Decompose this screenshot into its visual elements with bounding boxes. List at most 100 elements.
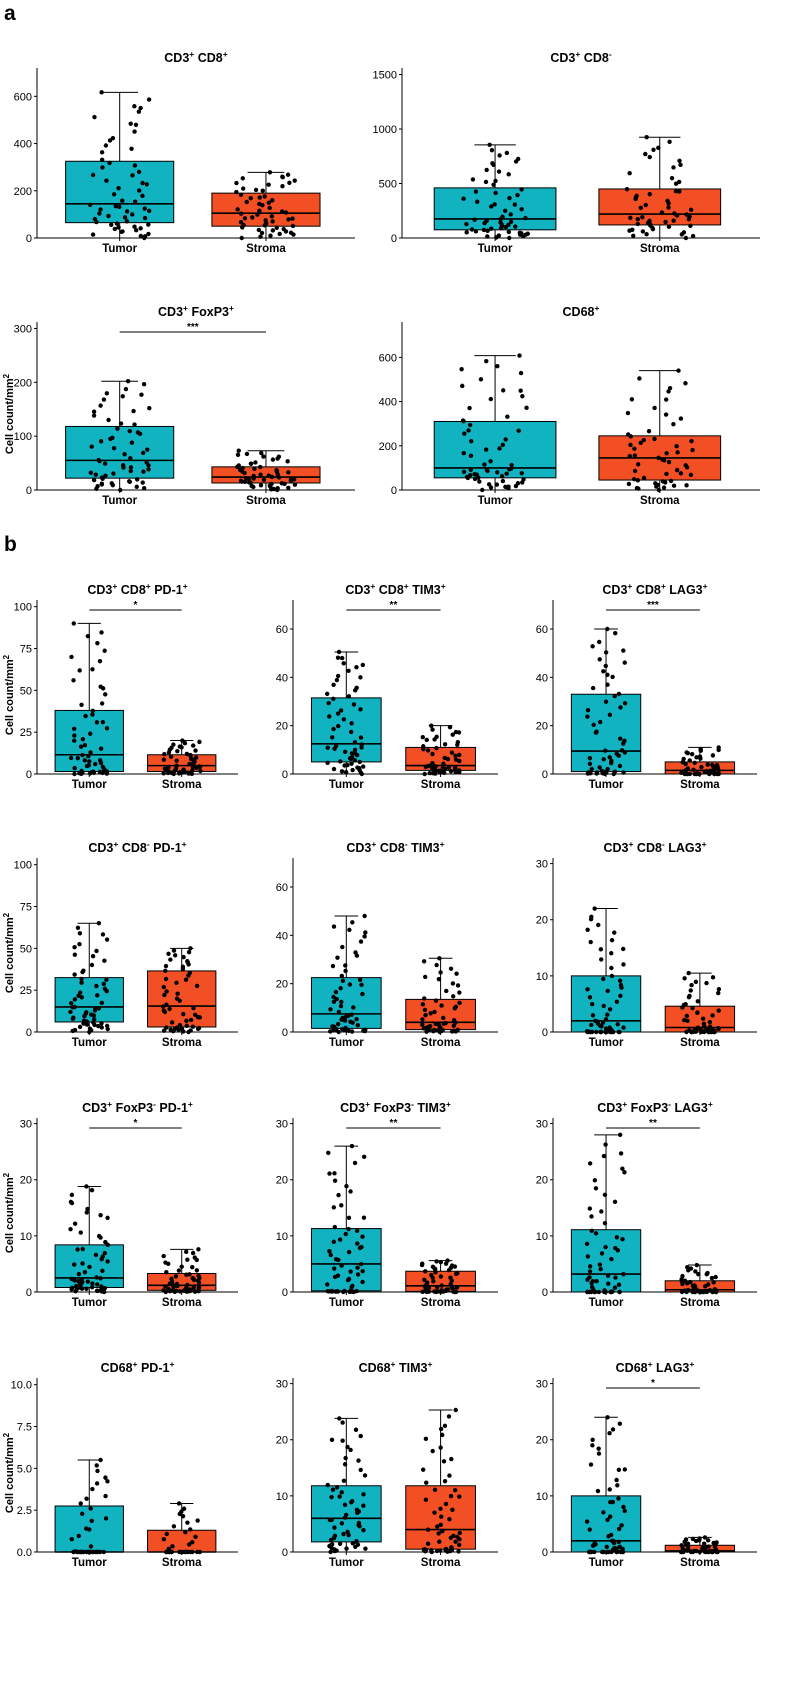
data-point (329, 1542, 335, 1547)
box-tumor (65, 379, 175, 493)
boxplot-b1: CD3+ CD8+ PD-1+ 0 25 50 75 100 Cell count/mm2 T… (2, 581, 238, 791)
data-point (355, 1272, 361, 1277)
data-point (285, 459, 290, 464)
data-point (608, 1514, 613, 1519)
data-point (183, 977, 189, 982)
data-point (72, 1004, 77, 1010)
data-point (325, 1288, 331, 1294)
data-point (587, 761, 593, 766)
x-tick-label-tumor: Tumor (589, 1297, 624, 1309)
data-point (290, 223, 296, 229)
data-point (601, 669, 606, 674)
data-point (683, 381, 688, 386)
data-point (72, 771, 77, 777)
data-point (435, 1289, 440, 1294)
box-tumor (310, 913, 382, 1035)
data-point (607, 712, 613, 717)
data-point (610, 674, 615, 680)
data-point (104, 1023, 110, 1029)
y-tick-label: 10 (536, 1231, 548, 1243)
data-point (236, 463, 241, 468)
data-point (109, 222, 114, 228)
panel-label-b: b (4, 533, 17, 556)
data-point (697, 1536, 702, 1541)
boxplot-b4: CD3+ CD8- PD-1+ 0 25 50 75 100 Cell count/mm2 T… (2, 839, 238, 1049)
data-point (188, 752, 193, 758)
data-point (354, 685, 359, 690)
data-point (592, 906, 597, 911)
data-point (105, 1479, 110, 1484)
data-point (598, 1266, 603, 1272)
data-point (100, 1254, 105, 1259)
data-point (269, 214, 275, 219)
data-point (90, 667, 95, 672)
data-point (330, 735, 335, 740)
data-point (133, 227, 139, 233)
data-point (335, 1021, 341, 1027)
data-point (664, 451, 669, 456)
x-tick-label-stroma: Stroma (421, 1037, 461, 1049)
y-tick-label: 10 (276, 1491, 288, 1503)
data-point (453, 1407, 458, 1413)
data-point (92, 114, 97, 120)
data-point (129, 146, 134, 151)
data-point (325, 691, 330, 697)
data-point (239, 235, 244, 241)
data-point (96, 921, 102, 926)
box-stroma (405, 723, 476, 777)
data-point (590, 1437, 595, 1442)
data-point (115, 426, 120, 431)
x-tick-label-stroma: Stroma (421, 1557, 461, 1569)
data-point (712, 1287, 718, 1292)
data-point (420, 1467, 426, 1472)
data-point (194, 1268, 200, 1273)
data-point (700, 1016, 706, 1021)
data-point (354, 1228, 360, 1234)
data-point (99, 481, 105, 486)
data-point (601, 1153, 607, 1159)
data-point (100, 165, 105, 170)
data-point (585, 707, 591, 713)
data-point (485, 228, 490, 233)
data-point (87, 759, 92, 764)
data-point (184, 1023, 189, 1028)
data-point (643, 202, 648, 208)
data-point (439, 1514, 444, 1519)
data-point (428, 1011, 433, 1016)
data-point (706, 1282, 711, 1287)
data-point (430, 727, 435, 732)
data-point (509, 466, 514, 471)
box-iqr (405, 746, 476, 771)
data-point (146, 222, 151, 227)
data-point (106, 213, 111, 219)
data-point (342, 1502, 348, 1508)
data-point (420, 734, 425, 740)
data-point (84, 1010, 89, 1015)
data-point (340, 1438, 345, 1443)
data-point (98, 1276, 103, 1281)
data-point (434, 1259, 439, 1264)
data-point (609, 758, 614, 764)
data-point (620, 1237, 625, 1242)
data-point (609, 1538, 615, 1543)
data-point (339, 1203, 344, 1208)
data-point (613, 630, 618, 636)
data-point (329, 1494, 334, 1500)
data-point (72, 952, 78, 957)
data-point (420, 1017, 425, 1022)
data-point (598, 1029, 604, 1035)
data-point (332, 1224, 337, 1230)
data-point (690, 1005, 695, 1011)
data-point (195, 1014, 201, 1020)
y-axis-label: Cell count/mm2 (2, 1172, 17, 1253)
data-point (87, 202, 93, 208)
data-point (429, 1272, 434, 1278)
data-point (331, 994, 336, 1000)
data-point (260, 188, 265, 193)
data-point (358, 675, 363, 680)
data-point (684, 212, 689, 217)
data-point (616, 1539, 621, 1545)
data-point (128, 465, 134, 470)
x-tick-label-tumor: Tumor (329, 1557, 364, 1569)
data-point (330, 1024, 335, 1029)
